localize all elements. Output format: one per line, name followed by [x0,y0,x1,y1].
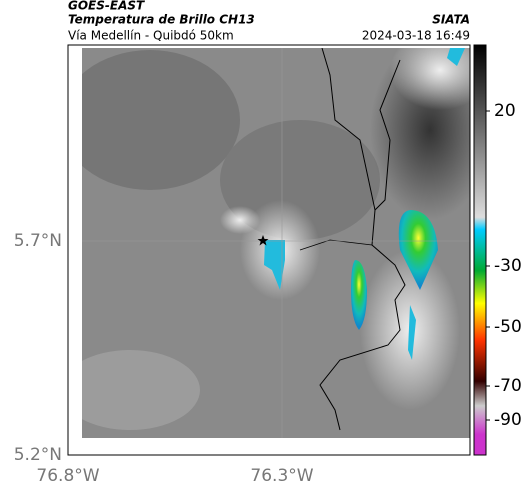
colorbar [473,44,487,456]
lat-label: 5.7°N [14,231,62,251]
route: Vía Medellín - Quibdó 50km [68,29,234,43]
map [82,48,470,438]
colorbar-tick-label: -70 [494,376,522,396]
colorbar-tick-label: 20 [494,101,516,121]
timestamp: 2024-03-18 16:49 [362,29,470,43]
lat-label: 5.2°N [14,445,62,465]
header: GOES-EAST Temperatura de Brillo CH13 Vía… [68,0,470,43]
colorbar-tick-label: -50 [494,317,522,337]
lon-label: 76.3°W [250,466,313,486]
colorbar-tick-label: -30 [494,256,522,276]
subtitle: Temperatura de Brillo CH13 [68,13,255,27]
title: GOES-EAST [68,0,145,13]
map-frame [67,44,471,456]
source: SIATA [432,13,470,27]
colorbar-tick-label: -90 [494,410,522,430]
lon-label: 76.8°W [36,466,99,486]
